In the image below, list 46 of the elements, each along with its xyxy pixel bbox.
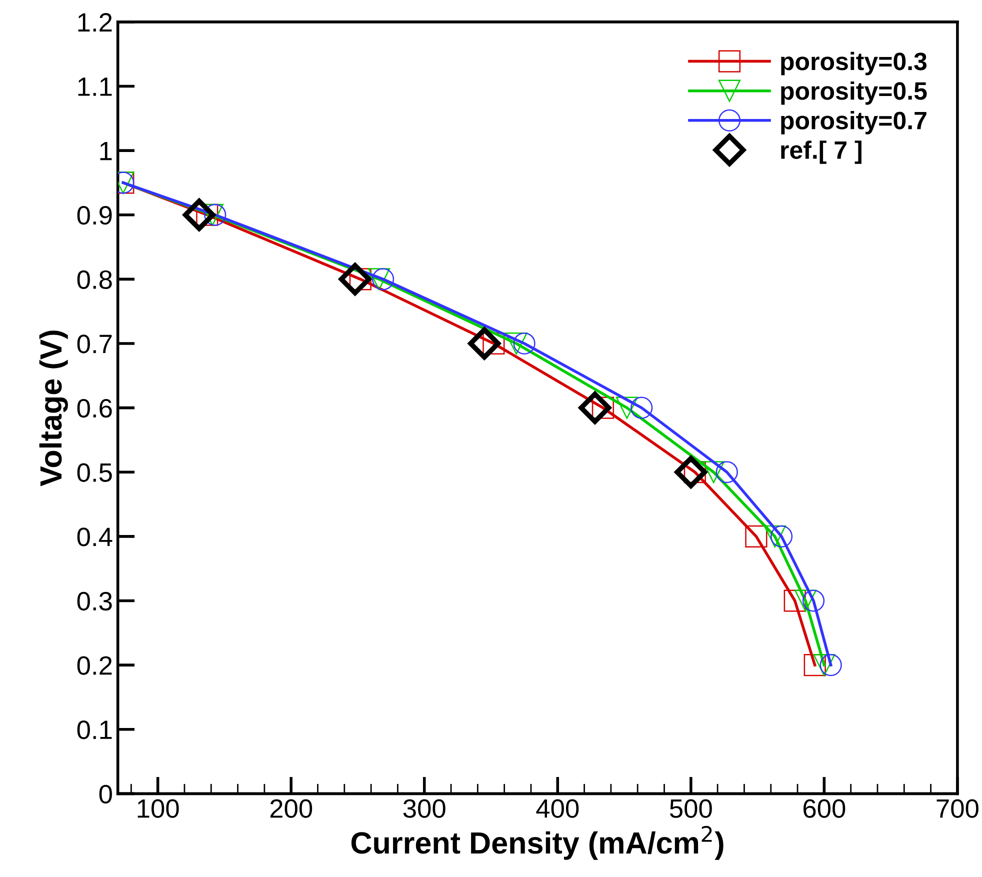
y-tick-label: 0.4 bbox=[77, 528, 112, 546]
x-tick-label: 500 bbox=[670, 799, 712, 818]
legend-label: porosity=0.5 bbox=[781, 81, 927, 105]
y-tick-label: 0.2 bbox=[77, 656, 112, 675]
x-axis-title: Current Density (mA/cm$^{2}$) bbox=[351, 826, 724, 860]
y-tick-label: 0 bbox=[99, 784, 112, 804]
point bbox=[182, 198, 216, 232]
y-tick-label: 0.1 bbox=[77, 720, 112, 740]
x-tick-label: 200 bbox=[270, 799, 312, 818]
point bbox=[813, 654, 836, 676]
y-tick-label: 0.7 bbox=[77, 334, 112, 354]
point bbox=[505, 332, 528, 355]
point bbox=[372, 268, 394, 290]
point bbox=[616, 396, 638, 419]
point bbox=[674, 456, 708, 488]
y-axis-title: Voltage (V) bbox=[39, 330, 68, 486]
point bbox=[513, 332, 536, 355]
point bbox=[802, 590, 825, 612]
point bbox=[820, 654, 842, 676]
point bbox=[578, 392, 612, 424]
point bbox=[745, 525, 768, 548]
point bbox=[630, 396, 653, 419]
point bbox=[764, 525, 786, 548]
legend-label: ref.[ 7 ] bbox=[781, 140, 862, 164]
y-tick-label: 0.5 bbox=[77, 463, 112, 482]
point bbox=[716, 461, 738, 484]
point bbox=[702, 461, 725, 484]
y-tick-label: 1.1 bbox=[78, 78, 112, 96]
y-tick-label: 0.8 bbox=[77, 270, 112, 289]
point bbox=[468, 327, 501, 360]
point bbox=[338, 263, 372, 296]
y-tick-label: 0.3 bbox=[77, 592, 112, 611]
x-tick-label: 600 bbox=[804, 799, 846, 818]
x-tick-label: 400 bbox=[536, 799, 579, 818]
x-tick-label: 700 bbox=[936, 799, 978, 818]
y-tick-label: 0.9 bbox=[77, 206, 112, 225]
x-tick-label: 300 bbox=[403, 799, 446, 818]
y-tick-label: 0.6 bbox=[77, 398, 112, 418]
point bbox=[368, 268, 390, 290]
legend-label: porosity=0.3 bbox=[781, 52, 927, 76]
y-tick-label: 1.2 bbox=[78, 13, 112, 32]
y-tick-label: 1 bbox=[100, 142, 112, 160]
legend-label: porosity=0.7 bbox=[781, 111, 926, 134]
point bbox=[794, 590, 817, 612]
point bbox=[770, 525, 793, 548]
x-tick-label: 100 bbox=[138, 799, 179, 818]
